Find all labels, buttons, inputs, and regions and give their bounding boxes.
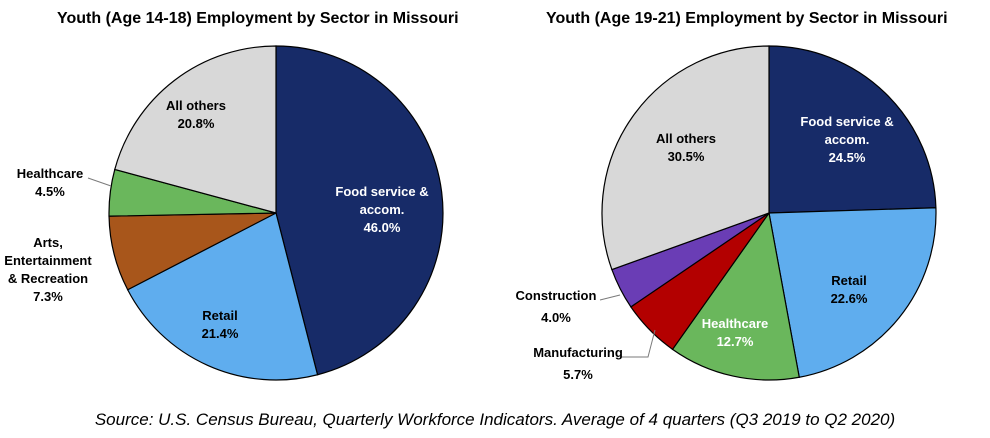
slice-value-manufacturing: 5.7% — [563, 367, 593, 382]
slice-label-food-service-and-accom: Food service & accom. 46.0% — [335, 184, 428, 235]
slice-label-retail: Retail 22.6% — [831, 273, 868, 306]
slice-label-retail: Retail 21.4% — [202, 308, 239, 341]
slice-label-all-others: All others 30.5% — [656, 131, 716, 164]
leader-line-healthcare — [87, 177, 112, 187]
leader-line-manufacturing — [620, 329, 656, 358]
pie-slice-retail — [768, 207, 937, 378]
slice-label-arts-entertainment-and-recreation: Arts, Entertainment & Recreation 7.3% — [4, 235, 92, 304]
pie-chart-age-14-18: Food service & accom. 46.0% Retail 21.4% Arts… — [4, 45, 444, 381]
slice-label-healthcare: Healthcare 4.5% — [17, 166, 83, 199]
chart-title-age-14-18: Youth (Age 14-18) Employment by Sector i… — [57, 10, 459, 27]
slice-value-food-service-and-accom: 24.5% — [829, 150, 866, 165]
pie-slice-food-service-and-accom — [275, 45, 444, 376]
leader-line-construction — [599, 294, 621, 301]
pie-chart-age-19-21: Food service & accom. 24.5% Retail 22.6% Heal… — [516, 45, 937, 382]
pie-slice-all-others — [601, 45, 770, 271]
slice-label-manufacturing: Manufacturing 5.7% — [533, 345, 623, 382]
pie-slice-food-service-and-accom — [768, 45, 937, 214]
slice-value-retail: 21.4% — [202, 326, 239, 341]
pie-slice-healthcare — [671, 211, 800, 381]
pie-slice-retail — [126, 212, 319, 381]
slice-value-construction: 4.0% — [541, 310, 571, 325]
pie-slice-all-others — [114, 45, 277, 214]
slice-label-construction: Construction 4.0% — [516, 288, 597, 325]
slice-value-all-others: 20.8% — [178, 116, 215, 131]
slice-value-healthcare: 12.7% — [717, 334, 754, 349]
slice-value-all-others: 30.5% — [668, 149, 705, 164]
slice-label-healthcare: Healthcare 12.7% — [702, 316, 768, 349]
slice-value-retail: 22.6% — [831, 291, 868, 306]
slice-value-arts-entertainment-and-recreation: 7.3% — [33, 289, 63, 304]
slice-value-healthcare: 4.5% — [35, 184, 65, 199]
chart-title-age-19-21: Youth (Age 19-21) Employment by Sector i… — [546, 10, 948, 27]
slice-label-food-service-and-accom: Food service & accom. 24.5% — [800, 114, 893, 165]
slice-value-food-service-and-accom: 46.0% — [364, 220, 401, 235]
source-note: Source: U.S. Census Bureau, Quarterly Wo… — [94, 410, 896, 429]
slice-label-all-others: All others 20.8% — [166, 98, 226, 131]
